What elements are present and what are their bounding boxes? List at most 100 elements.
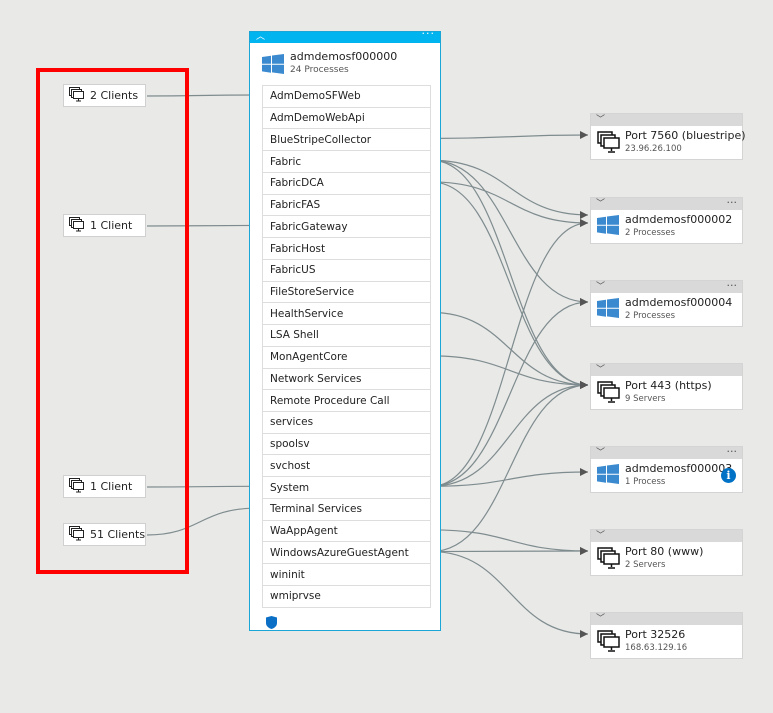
remote-card-header: ﹀: [591, 364, 742, 376]
process-connection: [430, 311, 589, 386]
arrow-head: [580, 298, 588, 306]
process-item[interactable]: Network Services: [262, 367, 431, 390]
process-item[interactable]: FabricUS: [262, 258, 431, 281]
windows-icon: [262, 54, 284, 74]
remote-card[interactable]: ﹀ Port 32526 168.63.129.16: [590, 612, 743, 659]
remote-subtitle: 2 Processes: [625, 228, 676, 238]
windows-icon: [597, 464, 619, 488]
arrow-head: [580, 131, 588, 139]
process-item[interactable]: FabricDCA: [262, 171, 431, 194]
client-group[interactable]: 2 Clients: [63, 84, 146, 107]
process-connection: [430, 159, 589, 386]
process-connection: [430, 384, 589, 553]
arrow-head: [580, 219, 588, 227]
process-item[interactable]: FabricFAS: [262, 193, 431, 216]
process-connection: [430, 550, 589, 553]
process-connection: [430, 529, 589, 552]
process-item[interactable]: AdmDemoSFWeb: [262, 85, 431, 107]
remote-subtitle: 23.96.26.100: [625, 144, 682, 154]
process-connection: [430, 134, 589, 140]
process-list: AdmDemoSFWeb AdmDemoWebApi BlueStripeColle…: [262, 85, 431, 608]
monitor-group-icon: [69, 477, 85, 496]
expand-icon[interactable]: ﹀: [596, 115, 606, 125]
remote-title: admdemosf000002: [625, 213, 733, 226]
client-group[interactable]: 1 Client: [63, 214, 146, 237]
client-label: 51 Clients: [90, 528, 146, 541]
process-connection: [430, 159, 589, 303]
monitor-group-icon: [69, 216, 85, 235]
remote-title: Port 443 (https): [625, 379, 712, 392]
remote-card[interactable]: ﹀ Port 7560 (bluestripe) 23.96.26.100: [590, 113, 746, 160]
remote-card[interactable]: ﹀... admdemosf000003 1 Process i: [590, 442, 743, 493]
process-item[interactable]: WaAppAgent: [262, 519, 431, 542]
remote-title: Port 80 (www): [625, 545, 704, 558]
process-item[interactable]: FileStoreService: [262, 280, 431, 303]
arrow-head: [580, 381, 588, 389]
remote-card[interactable]: ﹀ Port 80 (www) 2 Servers: [590, 529, 743, 576]
shield-icon[interactable]: [266, 616, 277, 629]
arrow-head: [580, 547, 588, 555]
more-options-icon[interactable]: ...: [726, 276, 738, 289]
process-item[interactable]: LSA Shell: [262, 324, 431, 346]
remote-subtitle: 9 Servers: [625, 394, 666, 404]
remote-subtitle: 2 Servers: [625, 560, 666, 570]
expand-icon[interactable]: ﹀: [596, 199, 606, 209]
process-item[interactable]: HealthService: [262, 302, 431, 325]
process-connection: [430, 550, 589, 635]
process-connection: [430, 355, 589, 386]
remote-title: admdemosf000004: [625, 296, 733, 309]
remote-card[interactable]: ﹀... admdemosf000002 2 Processes: [590, 193, 743, 244]
process-item[interactable]: wininit: [262, 563, 431, 585]
remote-card[interactable]: ﹀ Port 443 (https) 9 Servers: [590, 363, 743, 410]
info-icon[interactable]: i: [721, 468, 736, 483]
expand-icon[interactable]: ﹀: [596, 448, 606, 458]
expand-icon[interactable]: ﹀: [596, 531, 606, 541]
more-options-icon[interactable]: ...: [726, 442, 738, 455]
machine-card[interactable]: ︿ ··· admdemosf000000 24 Processes AdmDe…: [249, 27, 441, 631]
process-item[interactable]: FabricHost: [262, 237, 431, 259]
remote-card[interactable]: ﹀... admdemosf000004 2 Processes: [590, 276, 743, 327]
remote-subtitle: 2 Processes: [625, 311, 676, 321]
windows-icon: [597, 215, 619, 239]
client-group[interactable]: 1 Client: [63, 475, 146, 498]
expand-icon[interactable]: ﹀: [596, 282, 606, 292]
windows-icon: [597, 298, 619, 322]
remote-subtitle: 168.63.129.16: [625, 643, 688, 653]
client-group[interactable]: 51 Clients: [63, 523, 146, 546]
process-item[interactable]: Remote Procedure Call: [262, 389, 431, 412]
client-connection: [146, 94, 259, 97]
process-connection: [430, 471, 589, 487]
expand-icon[interactable]: ﹀: [596, 365, 606, 375]
process-item[interactable]: FabricGateway: [262, 215, 431, 238]
process-connection: [430, 159, 589, 216]
remote-card-header: ﹀: [591, 530, 742, 542]
process-item[interactable]: WindowsAzureGuestAgent: [262, 541, 431, 564]
process-item[interactable]: MonAgentCore: [262, 345, 431, 368]
process-item[interactable]: System: [262, 476, 431, 498]
process-item[interactable]: spoolsv: [262, 432, 431, 455]
process-item[interactable]: Terminal Services: [262, 497, 431, 520]
remote-title: Port 7560 (bluestripe): [625, 129, 746, 142]
process-item[interactable]: AdmDemoWebApi: [262, 106, 431, 129]
remote-card-header: ﹀...: [591, 193, 742, 210]
server-group-icon: [597, 547, 621, 573]
expand-icon[interactable]: ﹀: [596, 614, 606, 624]
monitor-group-icon: [69, 86, 85, 105]
collapse-icon[interactable]: ︿: [256, 32, 266, 42]
process-item[interactable]: Fabric: [262, 150, 431, 172]
remote-title: admdemosf000003: [625, 462, 733, 475]
process-item[interactable]: BlueStripeCollector: [262, 128, 431, 151]
client-label: 1 Client: [90, 480, 133, 493]
process-connection: [430, 301, 589, 487]
client-connection: [146, 507, 259, 536]
process-item[interactable]: wmiprvse: [262, 584, 431, 608]
process-item[interactable]: svchost: [262, 454, 431, 477]
process-item[interactable]: services: [262, 411, 431, 433]
more-options-icon[interactable]: ...: [726, 193, 738, 206]
more-options-icon[interactable]: ···: [421, 27, 435, 40]
process-connection: [430, 181, 589, 224]
highlight-box: [36, 68, 189, 574]
remote-card-header: ﹀: [591, 114, 742, 126]
client-connection: [146, 224, 259, 227]
